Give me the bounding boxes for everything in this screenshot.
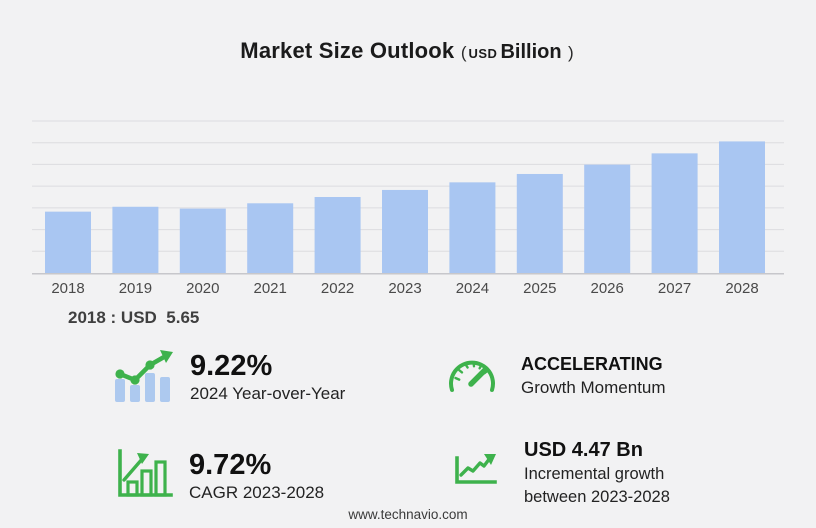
- bar-2027: [651, 153, 698, 273]
- bar-2018: [45, 211, 91, 273]
- title-unit-scale: Billion: [500, 41, 562, 63]
- x-tick-label-2026: 2026: [591, 280, 624, 297]
- line-growth-icon: [450, 437, 500, 492]
- x-tick-label-2020: 2020: [186, 280, 219, 297]
- bar-2026: [584, 164, 631, 273]
- base-year-value: 2018 : USD 5.65: [68, 308, 200, 327]
- speedometer-icon: [447, 352, 497, 403]
- title-paren-open: (: [460, 43, 467, 62]
- x-tick-label-2021: 2021: [254, 280, 287, 297]
- x-tick-label-2024: 2024: [456, 280, 489, 297]
- title-main: Market Size Outlook: [240, 38, 455, 63]
- stat-cagr: 9.72% CAGR 2023-2028: [115, 447, 324, 506]
- x-tick-label-2023: 2023: [388, 280, 421, 297]
- title-unit-currency: USD: [468, 46, 498, 61]
- x-tick-label-2028: 2028: [725, 280, 758, 297]
- bar-growth-icon: [115, 447, 175, 506]
- incremental-label-line1: Incremental growth: [524, 465, 665, 483]
- bar-2021: [247, 203, 294, 273]
- market-size-bar-chart: 2018 2019 2020 2021 2022 2023 2024 2025 2026 2027…: [30, 100, 786, 305]
- incremental-label-line2: between 2023-2028: [524, 488, 670, 506]
- stat-yoy: 9.22% 2024 Year-over-Year: [112, 348, 345, 409]
- bar-2024: [449, 182, 496, 273]
- bar-chart-svg: 2018 2019 2020 2021 2022 2023 2024 2025 2026 2027…: [32, 120, 784, 297]
- bar-2019: [112, 206, 159, 273]
- x-tick-label-2025: 2025: [523, 280, 556, 297]
- cagr-label: CAGR 2023-2028: [189, 483, 325, 502]
- title-paren-close: ): [568, 43, 574, 62]
- x-tick-label-2019: 2019: [119, 280, 152, 297]
- x-tick-label-2018: 2018: [51, 280, 84, 297]
- incremental-value: USD 4.47 Bn: [524, 439, 643, 461]
- bar-2025: [516, 173, 563, 273]
- bar-trend-icon: [112, 348, 178, 409]
- bar-2028: [719, 141, 765, 273]
- page-title: Market Size Outlook (USD Billion ): [0, 38, 816, 64]
- stat-incremental: USD 4.47 Bn Incremental growth between 2…: [450, 437, 670, 509]
- yoy-label: 2024 Year-over-Year: [190, 384, 346, 403]
- footer-url: www.technavio.com: [348, 507, 468, 522]
- momentum-value: ACCELERATING: [521, 354, 663, 374]
- bar-2022: [314, 197, 361, 273]
- cagr-value: 9.72%: [189, 449, 272, 481]
- bar-2023: [382, 189, 428, 273]
- yoy-value: 9.22%: [190, 350, 273, 382]
- bar-2020: [179, 208, 226, 273]
- momentum-label: Growth Momentum: [521, 378, 666, 397]
- x-tick-label-2022: 2022: [321, 280, 354, 297]
- x-tick-label-2027: 2027: [658, 280, 691, 297]
- stat-momentum: ACCELERATING Growth Momentum: [447, 352, 666, 403]
